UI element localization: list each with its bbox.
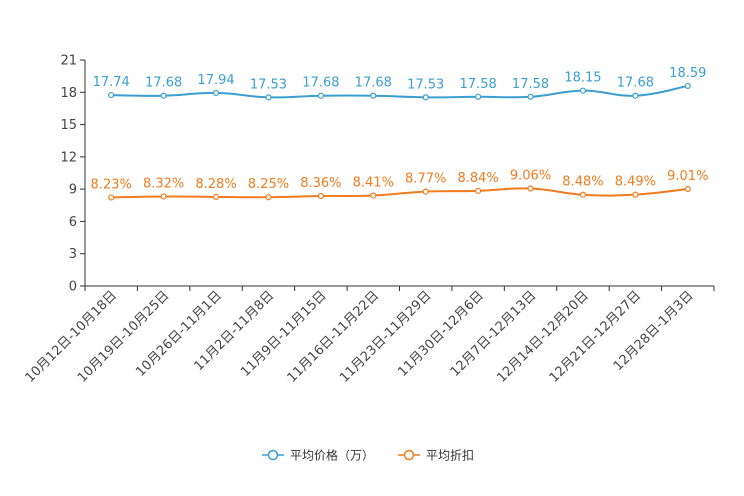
legend[interactable]: 平均价格（万） 平均折扣 <box>262 448 474 463</box>
data-point <box>265 194 272 201</box>
y-tick-label: 3 <box>69 247 77 262</box>
data-label: 17.68 <box>302 76 339 91</box>
data-label: 8.32% <box>143 176 184 191</box>
x-tick-label: 11月16日-11月22日 <box>285 288 382 385</box>
data-point <box>579 87 587 94</box>
data-point <box>160 193 167 200</box>
data-label: 17.74 <box>93 75 130 90</box>
data-label: 17.58 <box>460 77 497 92</box>
y-tick-label: 12 <box>60 150 77 165</box>
data-label: 8.36% <box>300 176 341 191</box>
data-point <box>632 191 639 198</box>
x-tick-label: 12月21日-12月27日 <box>547 288 644 385</box>
data-point <box>212 193 220 200</box>
data-point <box>370 92 377 99</box>
data-point <box>684 185 691 193</box>
legend-label: 平均价格（万） <box>290 448 374 463</box>
series-line <box>111 84 688 99</box>
y-tick-label: 18 <box>60 86 77 101</box>
data-label: 8.48% <box>562 175 603 190</box>
y-tick-label: 15 <box>60 118 77 133</box>
data-label: 9.01% <box>667 169 708 184</box>
x-tick-label: 10月12日-10月18日 <box>23 288 120 385</box>
data-label: 8.23% <box>91 177 132 192</box>
data-label: 18.15 <box>564 71 601 86</box>
data-label: 8.84% <box>457 171 498 186</box>
data-point <box>527 185 534 192</box>
data-label: 8.41% <box>353 175 394 190</box>
data-point <box>370 192 377 199</box>
data-label: 8.49% <box>615 175 656 190</box>
data-label: 18.59 <box>669 66 706 81</box>
y-tick-label: 9 <box>69 183 77 198</box>
data-point <box>265 94 272 101</box>
x-tick-label: 12月14日-12月20日 <box>494 288 591 385</box>
x-tick-label: 10月19日-10月25日 <box>75 288 172 385</box>
data-point <box>108 91 115 99</box>
legend-label: 平均折扣 <box>426 448 474 463</box>
series-layer: 17.74 17.68 17.94 17.53 17.68 17.68 17.53 17.58… <box>91 66 708 201</box>
series-2: 8.23% 8.32% 8.28% 8.25% 8.36% 8.41% 8.77% 8.84%… <box>91 168 708 201</box>
y-tick-label: 6 <box>69 215 77 230</box>
series-line <box>111 187 688 199</box>
data-point <box>212 89 220 97</box>
x-tick-label: 11月23日-11月29日 <box>337 288 434 385</box>
data-label: 8.28% <box>195 177 236 192</box>
data-point <box>475 187 482 194</box>
legend-item-2[interactable]: 平均折扣 <box>398 448 474 463</box>
data-label: 17.58 <box>512 77 549 92</box>
data-label: 17.94 <box>197 73 234 88</box>
y-tick-label: 21 <box>60 54 77 69</box>
data-label: 9.06% <box>510 168 551 183</box>
legend-item-1[interactable]: 平均价格（万） <box>262 448 374 463</box>
series-1: 17.74 17.68 17.94 17.53 17.68 17.68 17.53 17.58… <box>93 66 706 101</box>
axes: 03691215182110月12日-10月18日10月19日-10月25日10… <box>23 54 715 386</box>
data-point <box>475 93 482 100</box>
data-point <box>632 92 639 99</box>
data-label: 17.68 <box>355 76 392 91</box>
data-label: 17.53 <box>407 77 444 92</box>
data-point <box>317 192 324 200</box>
data-point <box>160 92 167 99</box>
data-point <box>422 188 429 195</box>
data-label: 17.68 <box>145 76 182 91</box>
data-point <box>684 82 691 90</box>
data-point <box>527 93 534 100</box>
y-tick-label: 0 <box>69 280 77 295</box>
data-point <box>108 194 115 201</box>
data-label: 17.68 <box>617 76 654 91</box>
data-label: 8.77% <box>405 172 446 187</box>
data-label: 17.53 <box>250 77 287 92</box>
data-point <box>422 94 429 101</box>
data-point <box>579 191 587 198</box>
data-label: 8.25% <box>248 177 289 192</box>
legend-marker-icon <box>403 449 415 461</box>
legend-marker-icon <box>267 449 279 461</box>
data-point <box>317 92 324 99</box>
